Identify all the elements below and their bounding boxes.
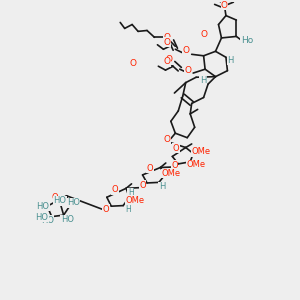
- Text: HO: HO: [61, 215, 74, 224]
- Text: O: O: [164, 57, 171, 66]
- Text: H: H: [128, 188, 134, 197]
- Text: O: O: [130, 59, 136, 68]
- Text: HO: HO: [41, 216, 54, 225]
- Text: H: H: [159, 182, 165, 191]
- Text: O: O: [166, 55, 173, 64]
- Text: O: O: [184, 66, 192, 75]
- Text: O: O: [139, 181, 146, 190]
- Text: O: O: [164, 38, 171, 47]
- Text: HO: HO: [54, 196, 67, 205]
- Text: OMe: OMe: [125, 196, 145, 205]
- Text: OMe: OMe: [191, 148, 210, 157]
- Text: O: O: [164, 33, 171, 42]
- Text: O: O: [103, 205, 109, 214]
- Text: O: O: [147, 164, 153, 173]
- Text: O: O: [164, 135, 171, 144]
- Text: O: O: [182, 46, 189, 55]
- Text: HO: HO: [36, 202, 49, 211]
- Text: O: O: [172, 144, 179, 153]
- Text: O: O: [171, 161, 178, 170]
- Text: HO: HO: [35, 213, 48, 222]
- Text: O: O: [200, 30, 207, 39]
- Text: Ho: Ho: [241, 36, 253, 45]
- Text: OMe: OMe: [162, 169, 181, 178]
- Text: H: H: [126, 205, 131, 214]
- Text: OMe: OMe: [187, 160, 206, 169]
- Text: H: H: [200, 76, 206, 85]
- Text: HO: HO: [67, 198, 80, 207]
- Text: O: O: [52, 193, 59, 202]
- Text: O: O: [112, 185, 119, 194]
- Text: H: H: [227, 56, 234, 65]
- Text: O: O: [221, 1, 228, 10]
